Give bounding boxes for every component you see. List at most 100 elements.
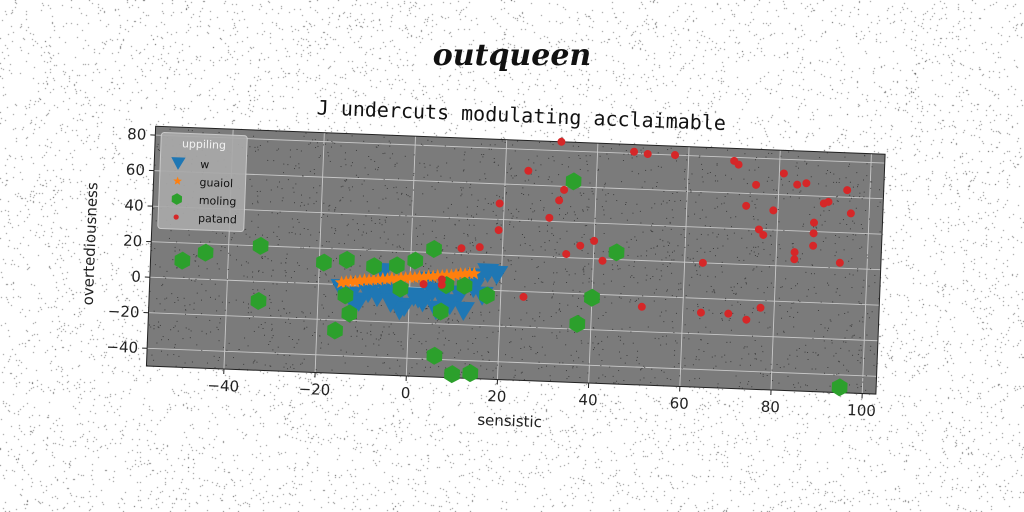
data-point-w xyxy=(434,293,457,314)
data-point-guaiol xyxy=(371,272,385,286)
data-point-patand xyxy=(598,256,607,265)
plot-area xyxy=(146,126,886,395)
data-point-moling xyxy=(608,243,625,262)
data-point-patand xyxy=(809,229,818,238)
data-point-patand xyxy=(824,197,833,206)
data-point-patand xyxy=(494,226,503,235)
data-point-moling xyxy=(426,239,443,258)
series-patand xyxy=(419,137,855,324)
data-point-patand xyxy=(475,243,484,252)
data-point-patand xyxy=(562,250,571,259)
series-moling xyxy=(174,172,848,397)
data-point-patand xyxy=(756,303,765,312)
data-point-guaiol xyxy=(353,273,367,287)
data-point-moling xyxy=(392,279,409,298)
x-tick-label: 20 xyxy=(487,387,507,406)
x-tick-label: 40 xyxy=(578,391,598,410)
data-point-patand xyxy=(419,280,428,289)
data-point-w xyxy=(452,301,475,322)
legend-label-moling: moling xyxy=(199,194,237,208)
data-point-patand xyxy=(752,180,761,189)
data-point-moling xyxy=(250,291,267,310)
data-point-guaiol xyxy=(426,269,440,283)
data-point-patand xyxy=(698,258,707,267)
data-point-patand xyxy=(630,147,639,156)
x-tick-label: 60 xyxy=(669,394,689,413)
y-tick-label: 20 xyxy=(123,232,143,251)
data-point-guaiol xyxy=(417,270,431,283)
data-point-moling xyxy=(565,172,582,191)
data-point-guaiol xyxy=(408,270,422,284)
data-point-patand xyxy=(724,309,733,318)
data-point-moling xyxy=(327,321,343,340)
data-point-patand xyxy=(835,258,844,267)
data-point-patand xyxy=(790,248,799,257)
data-point-guaiol xyxy=(380,272,394,286)
y-tick-label: 80 xyxy=(127,125,147,144)
data-point-patand xyxy=(671,151,680,160)
data-point-moling xyxy=(569,314,586,333)
data-point-moling xyxy=(462,364,479,383)
data-point-moling xyxy=(444,365,461,384)
data-point-guaiol xyxy=(389,271,404,285)
data-point-moling xyxy=(426,346,443,365)
data-point-moling xyxy=(456,276,473,295)
data-point-guaiol xyxy=(458,267,472,281)
x-tick-label: 80 xyxy=(760,398,780,417)
data-point-moling xyxy=(174,251,191,270)
y-axis-label: overtediousness xyxy=(79,182,102,306)
legend: uppiling w guaiol moling patand xyxy=(157,132,248,233)
data-point-moling xyxy=(337,286,354,305)
data-point-moling xyxy=(479,286,495,305)
plot-frame xyxy=(145,125,886,395)
data-point-patand xyxy=(524,166,533,175)
data-point-moling xyxy=(407,251,424,270)
data-point-guaiol xyxy=(339,275,353,288)
legend-marker-w xyxy=(171,157,186,170)
data-point-patand xyxy=(519,292,528,301)
legend-label-patand: patand xyxy=(198,212,237,226)
x-tick-label: −20 xyxy=(298,380,330,399)
data-point-patand xyxy=(769,206,778,215)
data-point-moling xyxy=(338,250,355,269)
legend-label-w: w xyxy=(200,158,209,171)
data-point-patand xyxy=(637,302,646,311)
data-point-patand xyxy=(696,308,705,317)
data-point-w xyxy=(407,288,430,309)
legend-box xyxy=(157,132,248,233)
data-point-patand xyxy=(557,137,566,146)
data-point-patand xyxy=(590,236,599,245)
data-point-patand xyxy=(555,196,564,205)
y-tick-label: 0 xyxy=(131,268,141,286)
data-point-patand xyxy=(846,209,855,218)
x-axis-label: sensistic xyxy=(477,411,542,431)
data-point-guaiol xyxy=(362,273,376,287)
x-tick-label: 0 xyxy=(401,384,411,402)
legend-marker-patand xyxy=(173,214,179,220)
data-point-patand xyxy=(843,186,852,195)
data-point-w xyxy=(486,265,509,285)
y-tick-label: −20 xyxy=(108,302,140,321)
x-tick-label: −40 xyxy=(207,376,239,395)
data-point-moling xyxy=(315,253,332,272)
data-point-patand xyxy=(779,169,788,178)
data-point-moling xyxy=(252,236,269,255)
data-point-moling xyxy=(366,257,382,276)
y-tick-label: −40 xyxy=(106,338,138,357)
y-tick-label: 60 xyxy=(126,161,146,180)
data-point-patand xyxy=(437,280,446,289)
data-point-patand xyxy=(754,225,763,234)
chart-title: J undercuts modulating acclaimable xyxy=(316,95,726,135)
data-point-patand xyxy=(742,315,751,324)
data-point-patand xyxy=(759,230,768,239)
data-point-patand xyxy=(495,199,504,208)
data-point-moling xyxy=(197,243,214,262)
data-point-moling xyxy=(341,304,358,323)
data-point-patand xyxy=(734,160,743,169)
data-point-patand xyxy=(545,213,554,222)
grid xyxy=(146,128,886,394)
data-point-guaiol xyxy=(334,275,349,289)
super-title: outqueen xyxy=(432,38,592,73)
data-point-patand xyxy=(793,180,802,189)
